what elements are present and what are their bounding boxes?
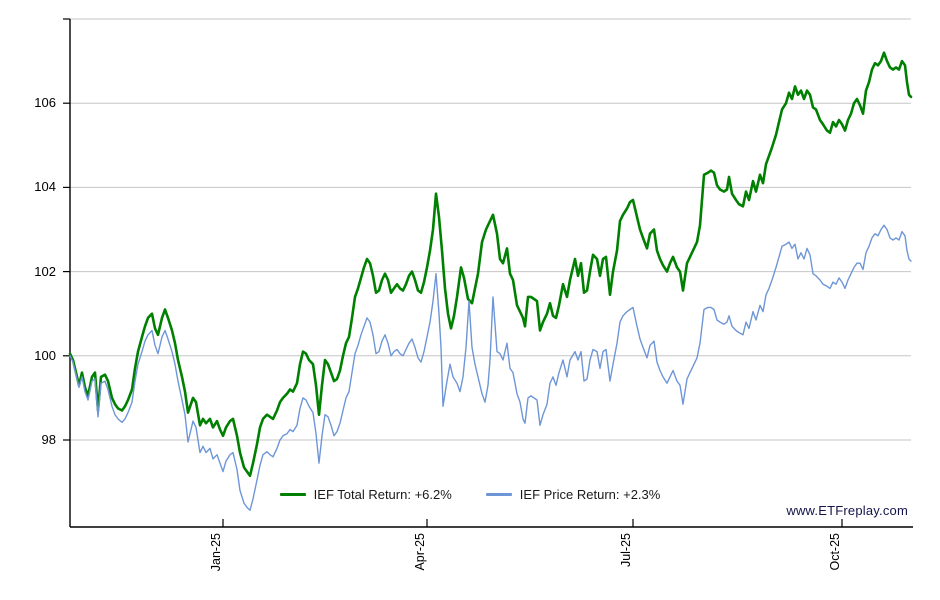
- x-axis-label-Jul-25: Jul-25: [619, 533, 633, 568]
- watermark-link[interactable]: www.ETFreplay.com: [786, 503, 908, 518]
- y-axis-label-102: 102: [34, 263, 56, 279]
- price-return-line-swatch: [485, 493, 512, 496]
- legend-item-total-return: IEF Total Return: +6.2%: [279, 487, 452, 502]
- y-axis-label-100: 100: [34, 347, 56, 363]
- total-return-line: [68, 51, 913, 478]
- y-axis-label-98: 98: [41, 432, 56, 447]
- price-return-line: [69, 224, 912, 511]
- legend: IEF Total Return: +6.2% IEF Price Return…: [0, 487, 940, 502]
- total-return-line-swatch: [279, 493, 306, 496]
- y-axis-label-104: 104: [34, 179, 56, 195]
- legend-item-price-return: IEF Price Return: +2.3%: [485, 487, 661, 502]
- y-axis-label-106: 106: [34, 95, 56, 111]
- x-axis-label-Apr-25: Apr-25: [413, 533, 427, 571]
- x-axis-label-Oct-25: Oct-25: [828, 533, 842, 571]
- price-return-legend-label: IEF Price Return: +2.3%: [519, 487, 661, 502]
- x-axis-label-Jan-25: Jan-25: [209, 533, 223, 572]
- total-return-legend-label: IEF Total Return: +6.2%: [313, 487, 452, 502]
